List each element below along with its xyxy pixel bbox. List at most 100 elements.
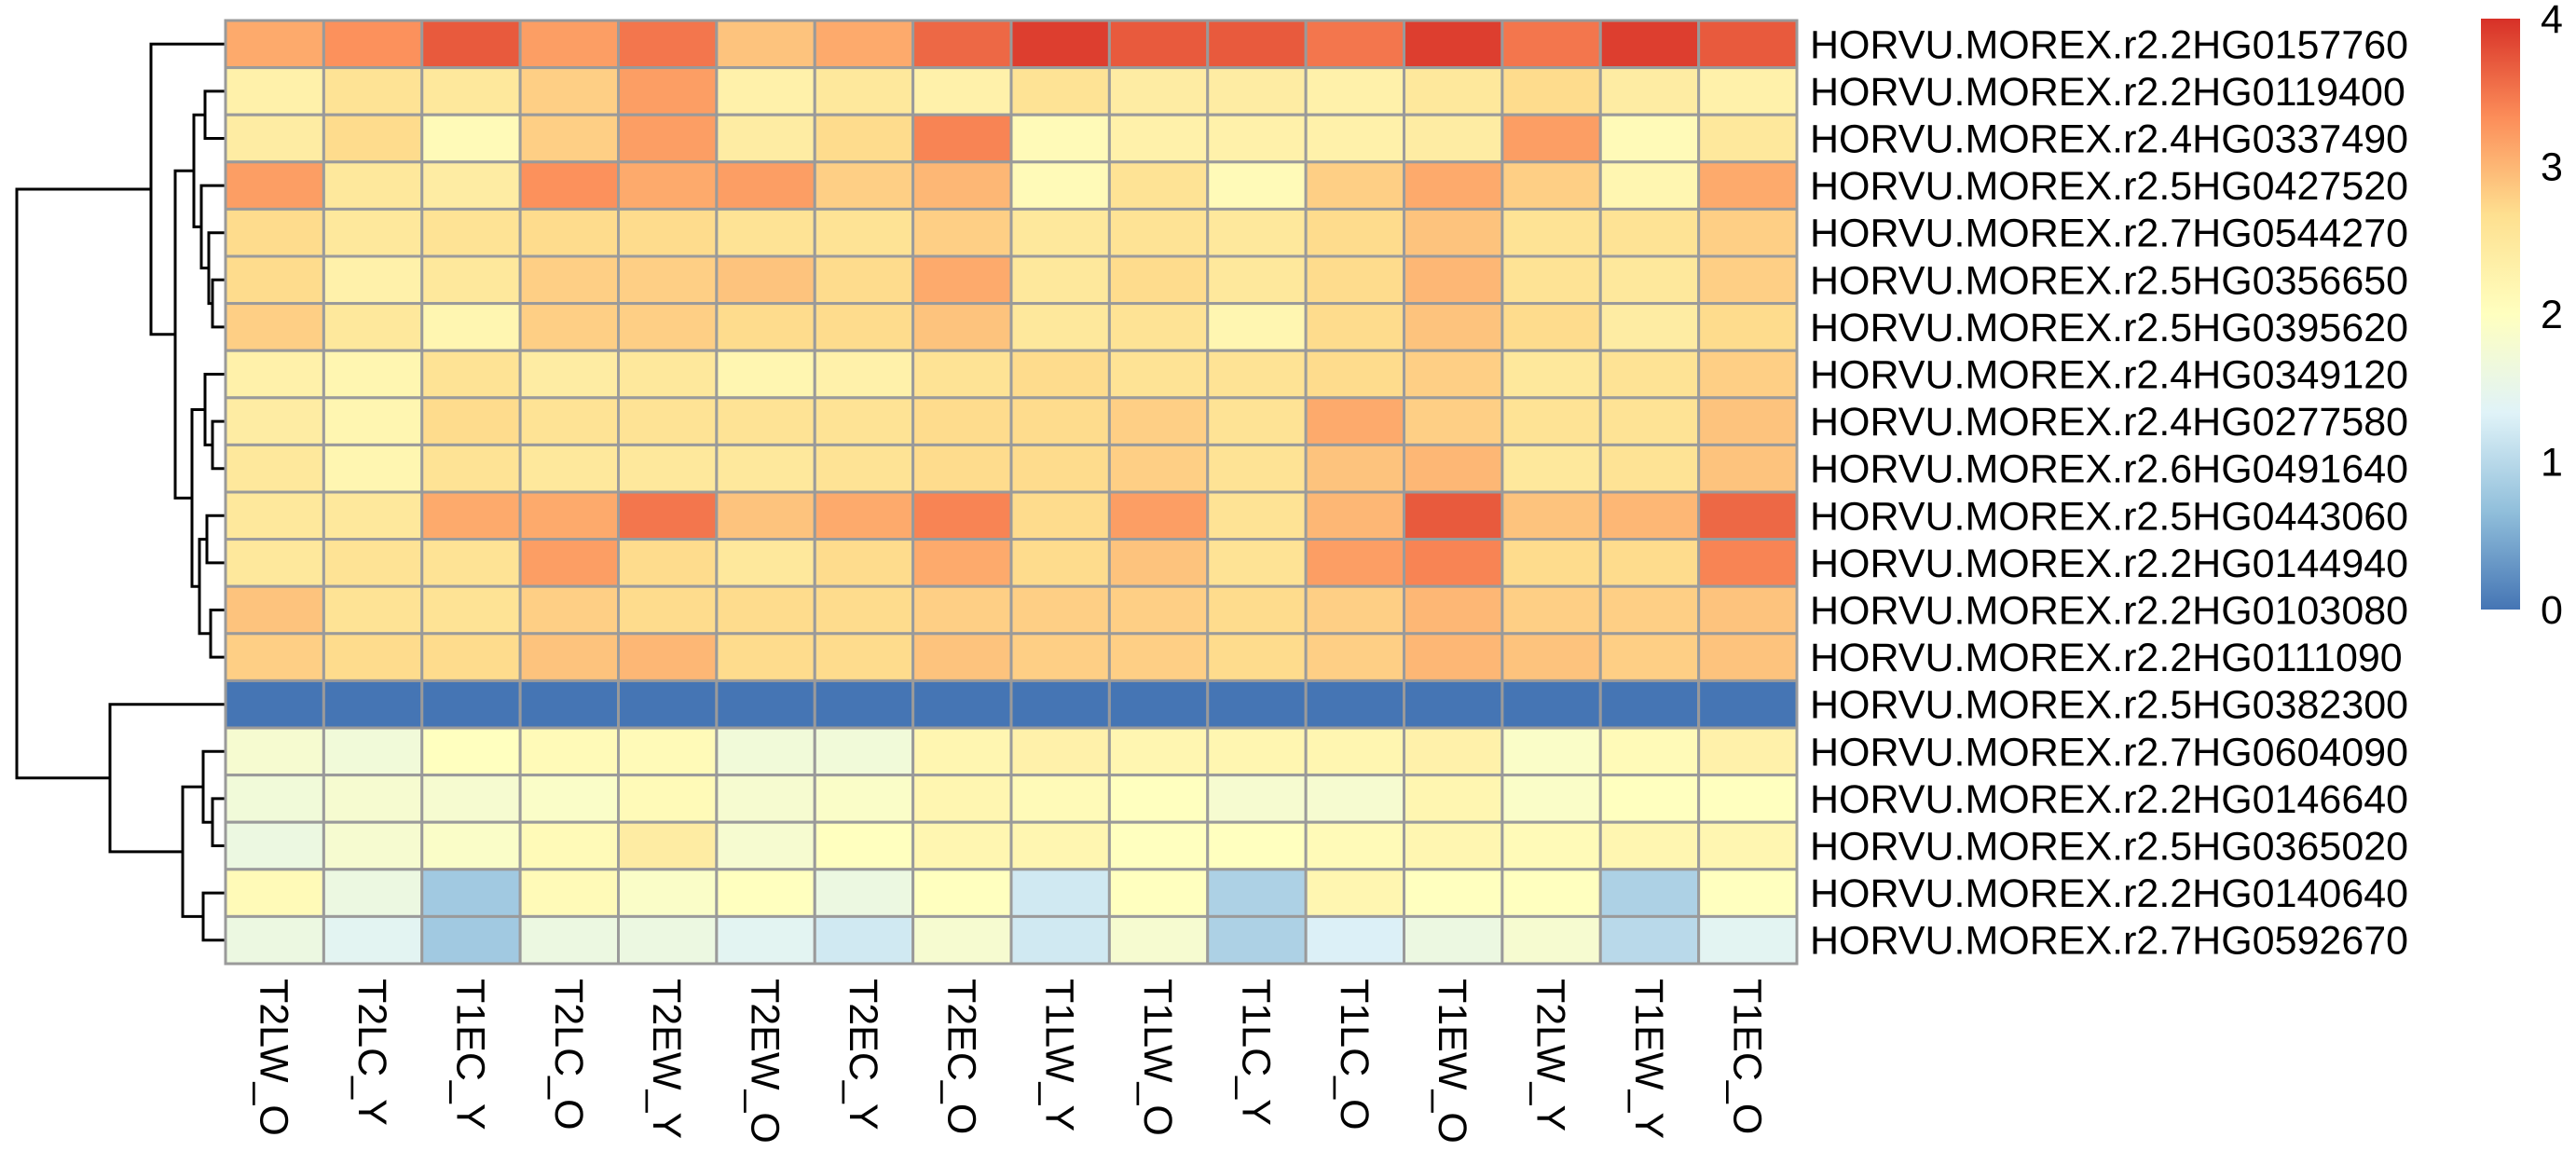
heatmap-cell — [420, 914, 522, 966]
heatmap-cell — [617, 254, 719, 306]
row-labels: HORVU.MOREX.r2.2HG0157760HORVU.MOREX.r2.… — [1810, 22, 2408, 963]
heatmap-cell — [617, 538, 719, 588]
heatmap-cell — [1598, 19, 1701, 70]
heatmap-cell — [1500, 349, 1602, 400]
heatmap-cell — [911, 584, 1013, 636]
heatmap-cell — [1107, 538, 1210, 588]
heatmap-cell — [224, 584, 325, 636]
heatmap-cell — [1009, 632, 1111, 682]
heatmap-cell — [1500, 443, 1602, 494]
heatmap-cell — [911, 678, 1013, 730]
heatmap-cell — [813, 774, 915, 824]
heatmap-cell — [1107, 490, 1210, 541]
heatmap-cell — [322, 443, 424, 494]
heatmap-cell — [1598, 349, 1701, 400]
heatmap-cell — [1403, 302, 1504, 352]
column-label: T2LW_Y — [1528, 979, 1573, 1131]
column-label: T2EC_Y — [841, 979, 885, 1131]
heatmap-cell — [518, 19, 620, 70]
heatmap-cell — [1403, 774, 1504, 824]
row-dendrogram — [15, 42, 226, 942]
heatmap-cell — [617, 113, 719, 164]
row-label: HORVU.MOREX.r2.2HG0111090 — [1810, 636, 2403, 680]
heatmap-cell — [1403, 396, 1504, 446]
heatmap-cell — [1107, 113, 1210, 164]
heatmap-cell — [1500, 820, 1602, 871]
heatmap-cell — [322, 774, 424, 824]
dendrogram-branch — [201, 749, 226, 824]
heatmap-cell — [518, 302, 620, 352]
dendrogram-branch — [205, 514, 226, 565]
heatmap-cell — [1206, 160, 1308, 211]
heatmap-cell — [518, 774, 620, 824]
heatmap-cell — [1500, 868, 1602, 918]
heatmap-cell — [518, 726, 620, 777]
heatmap-cell — [420, 868, 522, 918]
column-label: T1LW_Y — [1037, 979, 1082, 1131]
heatmap-cell — [420, 207, 522, 258]
heatmap-cell — [617, 302, 719, 352]
heatmap-cell — [911, 254, 1013, 306]
heatmap-cell — [322, 584, 424, 636]
heatmap-cell — [224, 66, 325, 116]
heatmap-cell — [518, 160, 620, 211]
heatmap-cell — [1500, 774, 1602, 824]
heatmap-cell — [1500, 538, 1602, 588]
heatmap-cell — [911, 207, 1013, 258]
heatmap-cell — [1206, 66, 1308, 116]
heatmap-cell — [617, 160, 719, 211]
heatmap-cell — [813, 490, 915, 541]
heatmap-cell — [1598, 396, 1701, 446]
legend-tick-label: 2 — [2541, 293, 2563, 337]
heatmap-cell — [1697, 490, 1799, 541]
heatmap-cell — [1500, 490, 1602, 541]
color-legend-ticks: 0 1 2 3 4 — [2541, 0, 2563, 633]
heatmap-cell — [1107, 66, 1210, 116]
heatmap-cell — [1500, 726, 1602, 777]
heatmap-cell — [224, 490, 325, 541]
heatmap-cell — [1697, 584, 1799, 636]
heatmap-cell — [715, 490, 816, 541]
heatmap-cell — [518, 490, 620, 541]
heatmap-cell — [322, 538, 424, 588]
heatmap-cell — [617, 678, 719, 730]
heatmap-cell — [1304, 678, 1405, 730]
heatmap-cell — [518, 678, 620, 730]
heatmap-cell — [518, 868, 620, 918]
heatmap-cell — [617, 490, 719, 541]
heatmap-cell — [1009, 207, 1111, 258]
dendrogram-branch — [108, 703, 226, 854]
dendrogram-branch — [198, 538, 211, 636]
heatmap-cell — [518, 914, 620, 966]
heatmap-cell — [1500, 113, 1602, 164]
column-label: T1LC_Y — [1233, 979, 1278, 1126]
heatmap-cell — [1206, 254, 1308, 306]
heatmap-cell — [224, 914, 325, 966]
heatmap-cell — [1304, 820, 1405, 871]
heatmap-cell — [1304, 868, 1405, 918]
heatmap-cell — [1107, 726, 1210, 777]
heatmap-cell — [1403, 113, 1504, 164]
heatmap-cell — [1697, 868, 1799, 918]
heatmap-cell — [1598, 726, 1701, 777]
heatmap-cell — [1304, 914, 1405, 966]
heatmap-cell — [1500, 207, 1602, 258]
heatmap-cell — [813, 538, 915, 588]
heatmap-cell — [1598, 254, 1701, 306]
color-legend-bar — [2481, 19, 2520, 610]
dendrogram-branch — [211, 278, 226, 329]
heatmap-cell — [617, 914, 719, 966]
heatmap-cell — [1206, 490, 1308, 541]
row-label: HORVU.MOREX.r2.2HG0103080 — [1810, 589, 2408, 634]
heatmap-cell — [715, 207, 816, 258]
dendrogram-branch — [181, 785, 203, 918]
heatmap-cell — [911, 914, 1013, 966]
heatmap-cell — [1598, 538, 1701, 588]
heatmap-cell — [420, 349, 522, 400]
heatmap-cell — [1107, 396, 1210, 446]
heatmap-cell — [1304, 396, 1405, 446]
heatmap-cell — [1403, 490, 1504, 541]
heatmap-cell — [1500, 632, 1602, 682]
heatmap-cell — [322, 207, 424, 258]
heatmap-cell — [1206, 19, 1308, 70]
